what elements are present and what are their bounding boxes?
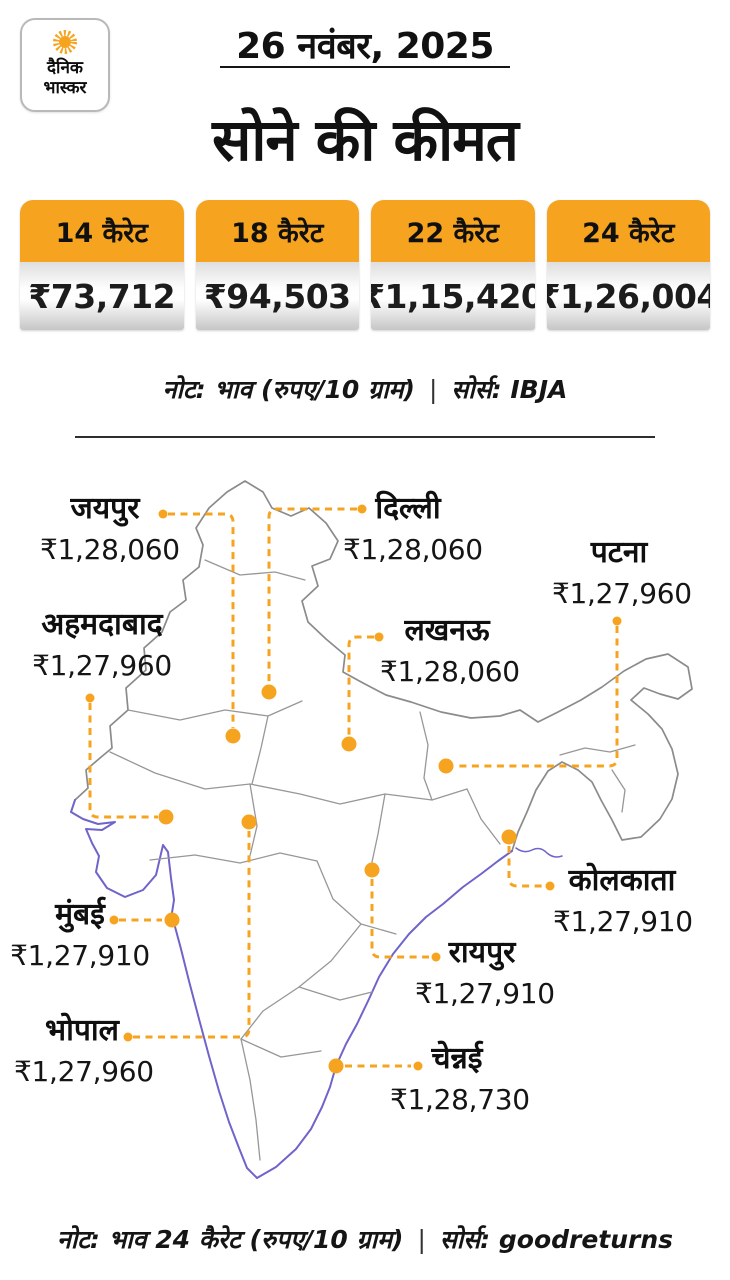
city-name: जयपुर <box>70 491 140 526</box>
note-top-pipe: | <box>428 375 438 404</box>
price-cards: 14 कैरेट ₹73,712 18 कैरेट ₹94,503 22 कैर… <box>20 200 710 330</box>
price-card-22k: 22 कैरेट ₹1,15,420 <box>371 200 535 330</box>
city-label-mumbai: मुंबई ₹1,27,910 <box>10 898 150 971</box>
note-bottom-pipe: | <box>417 1225 426 1254</box>
city-price: ₹1,28,060 <box>380 655 520 688</box>
price-card-14k: 14 कैरेट ₹73,712 <box>20 200 184 330</box>
leader-kolkata <box>507 846 544 888</box>
city-price: ₹1,27,910 <box>415 977 555 1010</box>
ahmedabad-map-dot <box>158 809 174 825</box>
note-bottom: नोट: भाव 24 कैरेट (रुपए/10 ग्राम) | सोर्स:… <box>0 1222 730 1256</box>
city-label-kolkata: कोलकाता ₹1,27,910 <box>553 863 693 938</box>
price-card-24k: 24 कैरेट ₹1,26,004 <box>546 200 710 330</box>
kolkata-map-dot <box>501 829 517 845</box>
city-label-delhi: दिल्ली ₹1,28,060 <box>343 491 483 566</box>
city-name: लखनऊ <box>404 613 490 648</box>
note-bottom-text: नोट: भाव 24 कैरेट (रुपए/10 ग्राम) <box>56 1225 404 1254</box>
city-label-chennai: चेन्नई ₹1,28,730 <box>390 1041 530 1116</box>
karat-price: ₹1,15,420 <box>371 262 535 330</box>
city-name: पटना <box>590 535 648 570</box>
leader-bhopal <box>133 831 251 1039</box>
karat-price: ₹73,712 <box>20 262 184 330</box>
city-label-lucknow: लखनऊ ₹1,28,060 <box>380 613 520 688</box>
city-label-ahmedabad: अहमदाबाद ₹1,27,960 <box>27 608 177 681</box>
logo-text-line1: दैनिक <box>47 58 83 78</box>
lucknow-map-dot <box>341 736 357 752</box>
patna-map-dot <box>438 758 454 774</box>
city-price: ₹1,27,960 <box>552 577 692 610</box>
city-price: ₹1,27,910 <box>553 905 693 938</box>
city-price: ₹1,28,060 <box>343 533 483 566</box>
karat-price: ₹1,26,004 <box>546 262 710 330</box>
city-name: रायपुर <box>448 935 516 970</box>
logo-text-line2: भास्कर <box>43 78 87 99</box>
note-bottom-source: सोर्स: goodreturns <box>439 1225 674 1254</box>
date-text: 26 नवंबर, 2025 <box>236 26 494 67</box>
karat-label: 22 कैरेट <box>371 200 535 262</box>
note-top: नोट: भाव (रुपए/10 ग्राम) | सोर्स: IBJA <box>0 372 730 406</box>
city-label-jaipur: जयपुर ₹1,28,060 <box>40 491 180 566</box>
mumbai-map-dot <box>164 912 180 928</box>
leader-lucknow <box>347 635 374 736</box>
city-name: मुंबई <box>55 897 105 932</box>
date-block: 26 नवंबर, 2025 <box>0 20 730 69</box>
city-name: भोपाल <box>44 1013 119 1048</box>
patna-label-dot <box>612 616 622 626</box>
section-divider <box>75 436 655 438</box>
ahmedabad-label-dot <box>85 693 95 703</box>
karat-label: 24 कैरेट <box>546 200 710 262</box>
city-name: चेन्नई <box>431 1041 483 1076</box>
karat-price: ₹94,503 <box>195 262 359 330</box>
sun-icon <box>53 30 77 54</box>
price-card-18k: 18 कैरेट ₹94,503 <box>195 200 359 330</box>
city-name: दिल्ली <box>375 491 441 526</box>
city-label-patna: पटना ₹1,27,960 <box>552 535 692 610</box>
city-price: ₹1,27,960 <box>32 649 172 682</box>
city-price: ₹1,28,730 <box>390 1083 530 1116</box>
city-price: ₹1,27,910 <box>10 939 150 972</box>
city-label-bhopal: भोपाल ₹1,27,960 <box>14 1013 154 1088</box>
leader-ahmedabad <box>88 703 158 819</box>
note-top-text: नोट: भाव (रुपए/10 ग्राम) <box>162 375 415 404</box>
raipur-map-dot <box>364 862 380 878</box>
city-name: कोलकाता <box>568 863 676 898</box>
date-underline <box>220 66 510 68</box>
state-borders <box>109 559 636 1161</box>
city-map-dots <box>158 684 517 1074</box>
karat-label: 14 कैरेट <box>20 200 184 262</box>
page-title: सोने की कीमत <box>212 106 519 174</box>
karat-label: 18 कैरेट <box>195 200 359 262</box>
jaipur-map-dot <box>225 728 241 744</box>
chennai-map-dot <box>328 1058 344 1074</box>
city-price: ₹1,28,060 <box>40 533 180 566</box>
city-label-raipur: रायपुर ₹1,27,910 <box>415 935 555 1010</box>
delta-rivers <box>515 847 563 858</box>
city-name: अहमदाबाद <box>41 607 163 642</box>
dainik-bhaskar-logo: दैनिक भास्कर <box>20 18 110 112</box>
note-top-source: सोर्स: IBJA <box>451 375 568 404</box>
city-price: ₹1,27,960 <box>14 1055 154 1088</box>
delhi-map-dot <box>261 684 277 700</box>
bhopal-map-dot <box>241 814 257 830</box>
